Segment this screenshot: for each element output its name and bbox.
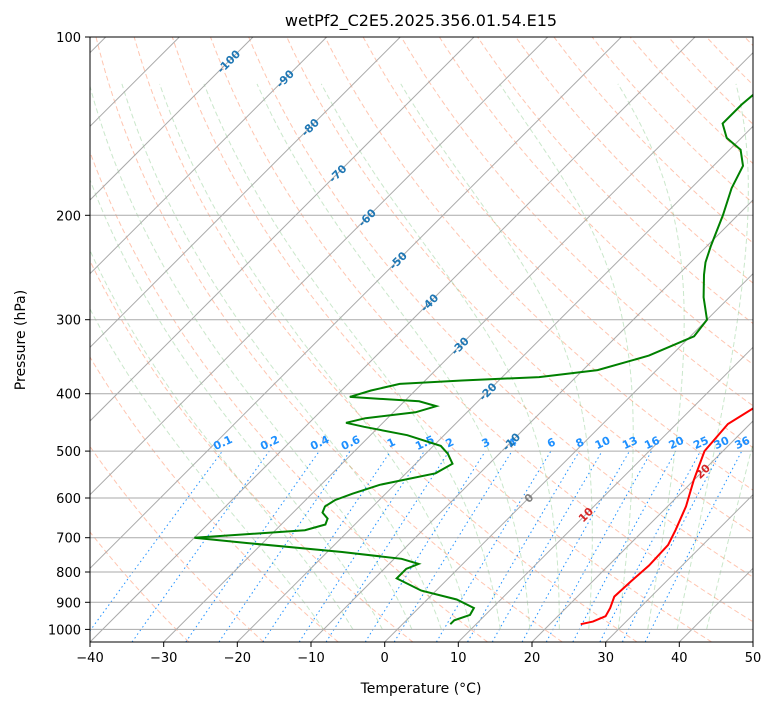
dry-adiabat-line	[248, 37, 753, 578]
dry-adiabat-line	[171, 37, 712, 642]
mixing-ratio-line	[572, 450, 677, 642]
moist-adiabat-line	[90, 84, 413, 630]
y-tick-label: 800	[56, 566, 81, 581]
isotherm-line	[90, 37, 254, 201]
moist-adiabat-line	[400, 83, 593, 630]
moist-adiabat-line	[121, 83, 442, 630]
isotherm-line	[236, 125, 753, 642]
mixing-ratio-line	[298, 450, 425, 642]
y-tick-label: 900	[56, 596, 81, 611]
dry-adiabat-line	[438, 37, 753, 365]
dry-adiabat-line	[90, 259, 414, 642]
x-tick-label: −10	[297, 651, 324, 666]
isotherm-line	[457, 346, 753, 642]
x-tick-label: 0	[381, 651, 389, 666]
moist-adiabat-line	[706, 441, 753, 630]
y-axis-ticks: 100 200 300 400 500 600 700 800 900 1000	[48, 31, 90, 638]
dry-adiabat-line	[286, 37, 753, 534]
x-tick-label: −20	[224, 651, 251, 666]
y-tick-label: 400	[56, 388, 81, 403]
moist-adiabat-line	[617, 83, 685, 630]
isotherm-line	[90, 37, 696, 642]
y-tick-label: 600	[56, 492, 81, 507]
temperature-profile-line	[580, 407, 753, 626]
dry-adiabat-line	[324, 37, 753, 491]
dry-adiabat-line	[591, 37, 753, 204]
x-tick-label: 30	[597, 651, 614, 666]
mixing-ratio-label: 10	[593, 434, 613, 452]
dry-adiabat-line	[90, 531, 190, 642]
moist-adiabat-line	[676, 83, 749, 630]
dry-adiabat-line	[133, 37, 638, 642]
x-axis-title: Temperature (°C)	[360, 681, 482, 697]
mixing-ratio-line	[435, 450, 552, 642]
mixing-ratio-line	[467, 450, 580, 642]
dry-adiabat-line	[477, 37, 753, 325]
isotherm-line	[163, 51, 753, 642]
isotherm-line	[90, 37, 401, 349]
dry-adiabat-line	[90, 150, 488, 642]
y-tick-label: 100	[56, 31, 81, 46]
mixing-ratio-label: 36	[733, 434, 753, 452]
x-tick-label: 50	[745, 651, 762, 666]
y-tick-label: 700	[56, 532, 81, 547]
moist-adiabat-line	[203, 83, 501, 630]
moist-adiabat-line	[90, 308, 324, 630]
isotherm-line	[90, 37, 475, 422]
moist-adiabat-line	[90, 249, 354, 630]
chart-title: wetPf2_C2E5.2025.356.01.54.E15	[285, 11, 557, 31]
y-tick-label: 500	[56, 445, 81, 460]
mixing-ratio-line	[599, 450, 701, 642]
plot-frame	[89, 36, 754, 643]
x-tick-label: 10	[450, 651, 467, 666]
dewpoint-profile-line	[194, 93, 753, 625]
x-tick-label: 20	[524, 651, 541, 666]
isotherm-line	[90, 37, 622, 570]
isotherm-line	[605, 493, 753, 642]
dry-adiabat-line	[95, 37, 563, 642]
moist-adiabat-line	[90, 178, 383, 630]
moist-adiabat-line	[320, 83, 560, 630]
mixing-ratio-label: 25	[691, 434, 710, 452]
mixing-ratio-label: 20	[667, 434, 687, 452]
y-tick-label: 1000	[48, 623, 81, 638]
x-tick-label: −30	[150, 651, 177, 666]
y-axis-title: Pressure (hPa)	[13, 290, 29, 390]
isotherm-line	[531, 420, 753, 642]
mixing-ratio-label: 13	[620, 434, 639, 452]
x-axis-ticks: −40 −30 −20 −10 0 10 20 30 40 50	[76, 642, 761, 666]
isotherm-line	[90, 37, 549, 496]
dry-adiabat-line	[210, 37, 753, 623]
dry-adiabat-line	[553, 37, 753, 244]
isotherm-line	[310, 199, 753, 642]
moist-adiabat-line	[256, 83, 531, 630]
mixing-ratio-line	[364, 450, 486, 642]
x-tick-label: −40	[76, 651, 103, 666]
mixing-ratio-label: 16	[642, 434, 662, 452]
isotherm-line	[90, 37, 328, 275]
mixing-ratio-line	[218, 450, 351, 642]
mixing-ratio-line	[325, 450, 450, 642]
y-tick-label: 200	[56, 209, 81, 224]
mixing-ratio-line	[185, 450, 320, 642]
y-tick-label: 300	[56, 314, 81, 329]
x-tick-label: 40	[671, 651, 688, 666]
dry-adiabat-line	[400, 37, 753, 407]
mixing-ratio-line	[262, 450, 392, 642]
